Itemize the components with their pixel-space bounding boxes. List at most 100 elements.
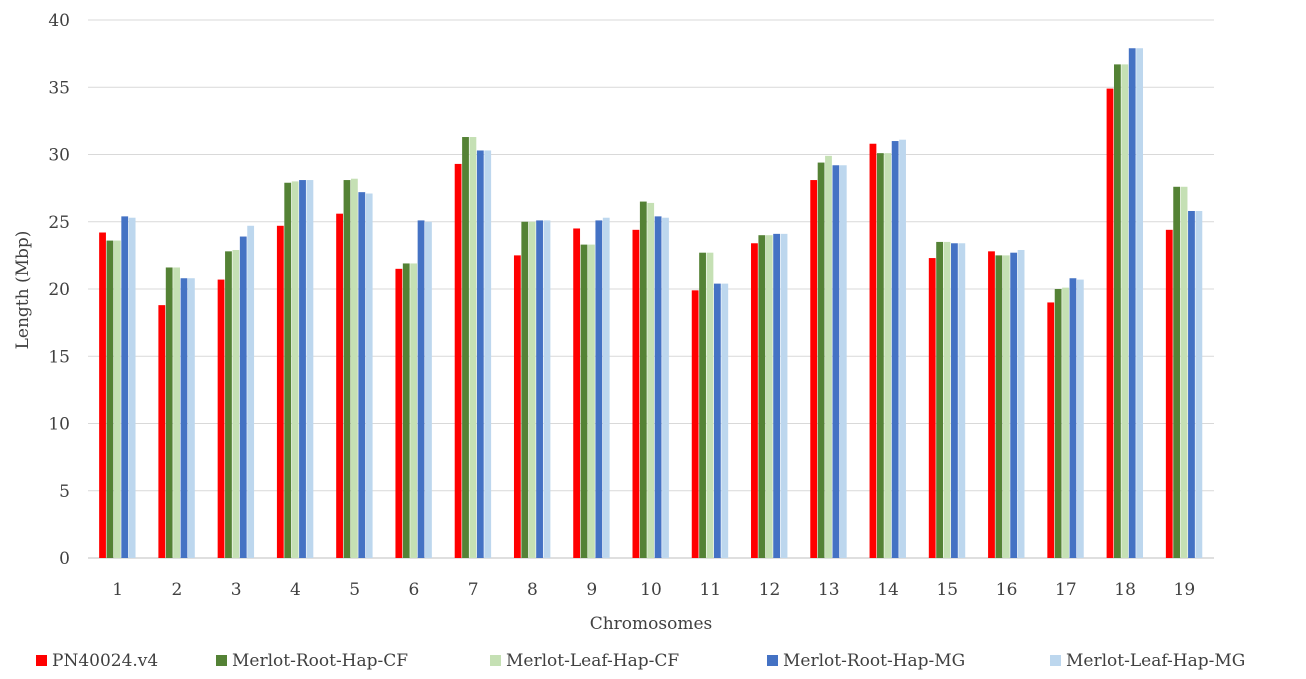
bar — [476, 150, 484, 558]
bar — [1136, 48, 1144, 559]
bar — [1047, 302, 1055, 558]
bar — [1195, 210, 1203, 559]
bar — [247, 225, 255, 558]
x-tick-label: 15 — [936, 580, 958, 600]
bar — [1165, 229, 1173, 558]
bar — [928, 258, 936, 558]
bar — [173, 267, 180, 558]
x-tick-label: 6 — [409, 580, 420, 600]
bar — [99, 232, 106, 558]
bar — [165, 267, 173, 558]
y-tick-label: 10 — [48, 415, 70, 435]
bar — [1121, 64, 1129, 558]
bar — [521, 221, 529, 558]
legend-label: PN40024.v4 — [52, 651, 158, 671]
bar — [291, 181, 299, 558]
bar — [884, 153, 892, 558]
bar — [573, 228, 581, 558]
bar — [758, 235, 766, 558]
bar — [936, 241, 944, 559]
bar — [299, 180, 306, 558]
legend-swatch — [490, 655, 501, 666]
bar — [106, 240, 114, 558]
bar — [588, 244, 595, 559]
bar — [484, 150, 492, 558]
x-tick-label: 5 — [349, 580, 360, 600]
bar — [832, 165, 840, 558]
x-tick-label: 17 — [1055, 580, 1077, 600]
y-tick-label: 0 — [59, 549, 70, 569]
bar — [891, 141, 899, 559]
bar — [602, 217, 610, 558]
bar — [1017, 249, 1025, 558]
x-tick-label: 11 — [699, 580, 721, 600]
x-axis-title: Chromosomes — [590, 614, 713, 634]
x-tick-label: 13 — [818, 580, 840, 600]
x-tick-label: 9 — [586, 580, 597, 600]
bar — [425, 221, 432, 558]
legend: PN40024.v4 Merlot-Root-Hap-CF Merlot-Leaf-… — [36, 651, 1245, 671]
x-tick-labels: 1 2 3 4 5 6 7 8 9 10 11 12 13 14 15 16 17 18 19 — [112, 580, 1195, 600]
bar — [721, 283, 729, 558]
bar — [395, 268, 403, 558]
bar — [1106, 88, 1114, 558]
y-tick-label: 25 — [48, 213, 70, 233]
bar — [1062, 287, 1069, 558]
bar — [454, 163, 462, 559]
bar — [988, 251, 995, 558]
y-tick-label: 30 — [48, 146, 70, 166]
legend-swatch — [1050, 655, 1061, 666]
bar — [469, 137, 477, 558]
bar — [580, 244, 588, 559]
bar — [336, 213, 343, 558]
bar — [1010, 252, 1018, 558]
bar — [765, 235, 773, 558]
y-tick-label: 15 — [48, 347, 70, 367]
y-axis-title: Length (Mbp) — [13, 231, 33, 350]
bar — [825, 155, 832, 558]
bar — [647, 202, 655, 559]
bar — [350, 178, 358, 558]
bar — [1114, 64, 1121, 558]
bar — [995, 255, 1003, 558]
bar — [1002, 255, 1010, 558]
bar — [780, 233, 788, 559]
bar — [180, 278, 188, 558]
bar — [343, 180, 351, 558]
bar — [113, 240, 121, 558]
bar — [239, 236, 247, 559]
x-tick-label: 12 — [759, 580, 781, 600]
legend-swatch — [216, 655, 227, 666]
bar — [632, 229, 640, 558]
bar — [699, 252, 706, 558]
legend-label: Merlot-Leaf-Hap-CF — [506, 651, 679, 671]
bar — [276, 225, 284, 558]
bar — [899, 139, 906, 558]
legend-swatch — [767, 655, 778, 666]
bar — [951, 243, 958, 558]
bar — [365, 193, 373, 558]
y-tick-labels: 0 5 10 15 20 25 30 35 40 — [48, 11, 70, 569]
x-tick-label: 4 — [290, 580, 301, 600]
bar — [839, 165, 847, 558]
bar — [217, 279, 225, 558]
x-tick-label: 7 — [468, 580, 479, 600]
bar — [869, 143, 877, 559]
bar — [1180, 186, 1188, 558]
x-tick-label: 10 — [640, 580, 662, 600]
bar — [751, 243, 758, 558]
bar — [639, 201, 647, 558]
bar — [306, 180, 314, 558]
y-tick-label: 5 — [59, 482, 70, 502]
bar — [1069, 278, 1077, 558]
bar — [462, 137, 469, 558]
x-tick-label: 8 — [527, 580, 538, 600]
bar — [958, 243, 966, 558]
legend-label: Merlot-Root-Hap-CF — [232, 651, 408, 671]
x-tick-label: 14 — [877, 580, 899, 600]
bar — [187, 278, 195, 558]
bar — [513, 255, 521, 558]
bar — [773, 233, 781, 559]
